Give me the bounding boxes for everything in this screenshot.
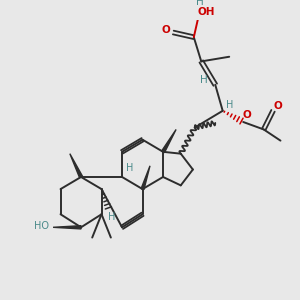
Text: H: H <box>226 100 234 110</box>
Polygon shape <box>162 129 176 153</box>
Text: OH: OH <box>197 7 215 17</box>
Text: O: O <box>273 101 282 111</box>
Text: H: H <box>200 75 208 85</box>
Text: H: H <box>108 212 116 222</box>
Text: H: H <box>196 0 204 7</box>
Text: H: H <box>126 163 133 173</box>
Polygon shape <box>70 154 83 178</box>
Polygon shape <box>53 226 81 229</box>
Text: O: O <box>161 25 170 35</box>
Text: HO: HO <box>34 221 50 231</box>
Text: O: O <box>243 110 251 119</box>
Polygon shape <box>141 166 150 190</box>
